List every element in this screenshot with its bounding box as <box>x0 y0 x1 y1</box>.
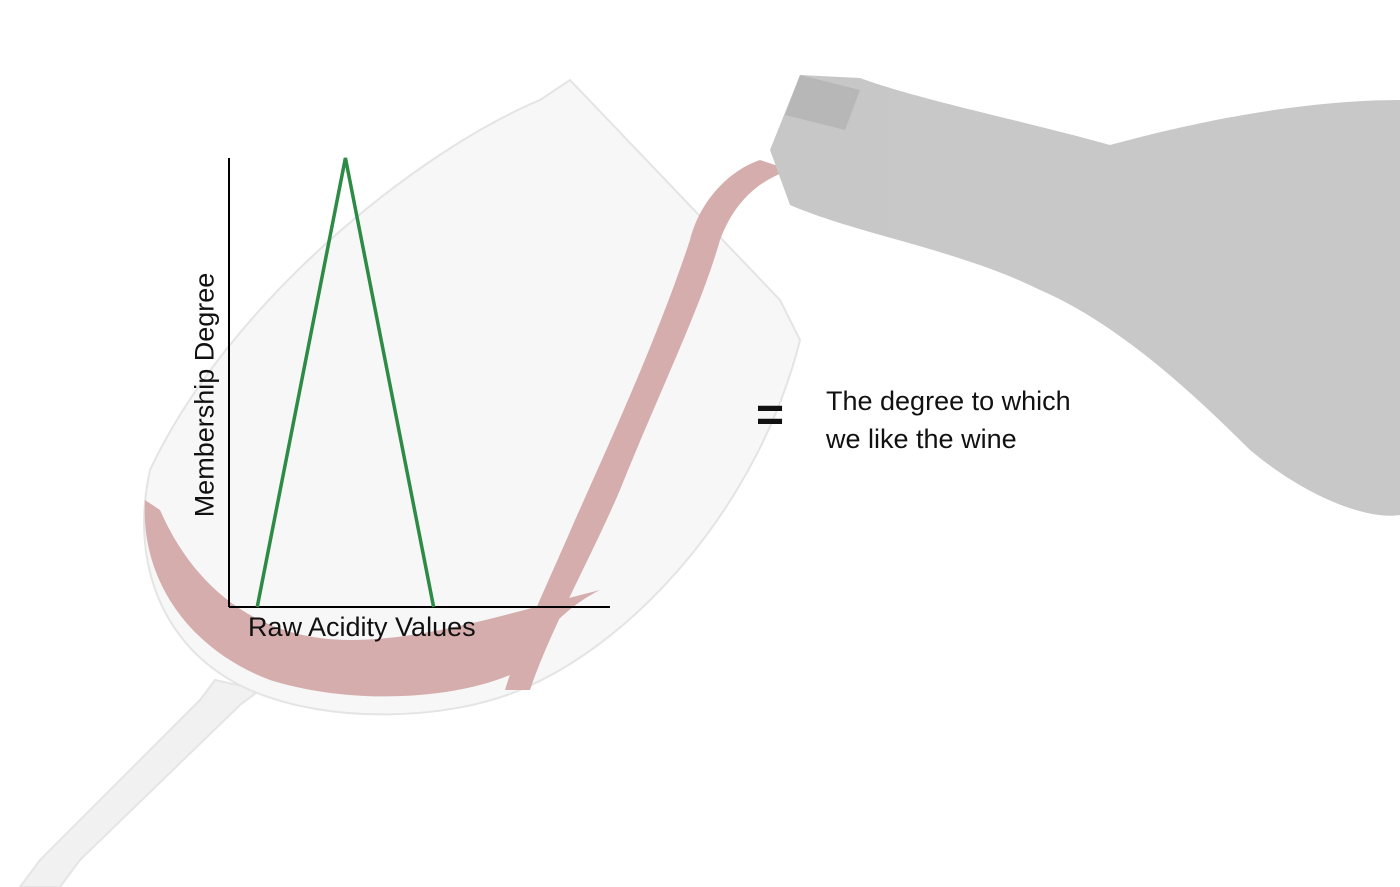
membership-chart <box>228 157 610 608</box>
series-layer <box>255 157 436 608</box>
caption: The degree to which we like the wine <box>826 382 1071 458</box>
caption-line-1: The degree to which <box>826 386 1071 416</box>
equals-sign: = <box>756 389 785 442</box>
wine-pouring-illustration <box>18 75 1400 887</box>
glass-bowl <box>143 78 802 716</box>
caption-line-2: we like the wine <box>826 424 1017 454</box>
membership-function-line-0 <box>255 157 436 608</box>
bottle-neck-ring <box>785 75 860 130</box>
glass-stem <box>18 678 263 887</box>
wine-in-glass <box>144 500 600 697</box>
wine-pour-stream <box>505 160 790 690</box>
wine-bottle <box>770 75 1400 516</box>
y-axis-label: Membership Degree <box>189 272 220 518</box>
x-axis-label: Raw Acidity Values <box>248 612 476 642</box>
